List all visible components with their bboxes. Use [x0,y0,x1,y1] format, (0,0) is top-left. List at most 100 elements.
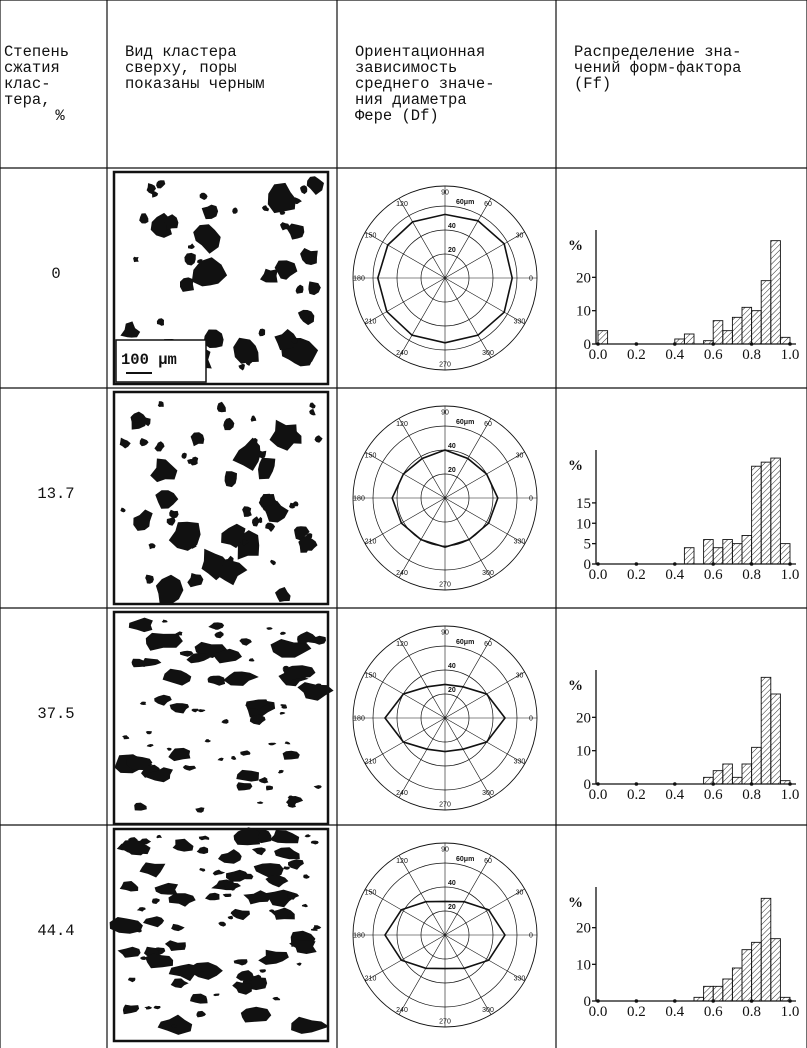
pore [242,506,252,517]
pore [277,769,284,774]
pore [270,639,312,658]
pore [227,915,234,920]
pore [148,543,156,550]
histogram-bar [731,776,743,785]
pore [283,866,290,870]
pore [308,281,321,296]
header-text: Степень [4,43,69,61]
pore [186,652,210,664]
polar-spoke [444,497,492,578]
polar-angle-label: 0 [529,276,533,283]
pore [295,284,304,294]
polar-angle-label: 90 [441,847,449,854]
polar-angle-label: 180 [353,496,365,503]
y-tick-label: 10 [576,957,591,973]
pore [242,539,249,546]
pore [181,452,187,459]
pore [231,755,237,760]
pore [258,949,289,965]
pore [311,928,318,931]
polar-angle-label: 180 [353,933,365,940]
polar-curve [391,449,499,549]
y-tick-label: 5 [584,537,592,553]
pore [287,913,295,918]
x-tick-label: 0.0 [589,567,608,583]
polar-curve [376,213,514,344]
pore [217,401,226,413]
polar-curve [384,900,506,970]
pore [291,1016,330,1034]
pore [266,627,273,630]
histogram-bar [703,776,714,785]
pore [128,617,153,633]
y-tick-label: 10 [576,744,591,760]
polar-angle-label: 120 [396,641,408,648]
pore [196,846,209,854]
histogram-bar [741,306,753,345]
histogram-bar [741,949,753,1002]
polar-spoke [365,888,446,936]
x-tick [673,562,677,566]
histogram-bar [712,985,724,1002]
pore [239,638,252,646]
pore [145,731,152,735]
polar-spoke [444,717,525,765]
pore [133,509,153,531]
pore [145,574,154,584]
pore [187,573,204,588]
histogram-bar [770,240,781,345]
header-text: тера, [4,91,51,109]
pore [195,807,205,813]
pore [139,701,147,705]
histogram-bar [703,539,714,565]
header-text: клас- [4,75,51,93]
y-tick-label: 20 [576,710,591,726]
header-text: показаны черным [125,75,265,93]
pore [230,908,250,921]
histogram-bar [683,547,695,565]
pore [301,903,308,908]
pore [168,893,196,907]
polar-r-label: 40 [448,880,456,887]
pore [279,712,286,715]
x-tick [634,999,639,1003]
y-tick-label: 0 [584,994,592,1010]
histogram-bar [779,543,791,565]
pore [258,457,276,480]
pore [140,956,147,960]
pore [232,981,252,995]
pore [199,868,206,872]
pore [270,559,276,566]
pore [282,665,316,681]
pore [300,185,308,195]
pore [257,801,264,804]
pore [153,1005,161,1010]
compression-value: 13.7 [37,485,74,503]
polar-angle-label: 240 [396,350,408,357]
polar-angle-label: 180 [353,276,365,283]
polar-angle-label: 210 [365,759,377,766]
pore [168,963,205,982]
polar-angle-label: 120 [396,858,408,865]
histogram-bar [597,330,609,345]
pore [259,777,269,784]
pore [168,521,201,551]
pore [157,401,164,407]
pore [312,925,322,930]
header-text: (Ff) [574,75,611,93]
polar-spoke [365,671,446,719]
polar-spoke [365,231,446,279]
x-tick-label: 1.0 [781,1004,800,1020]
pore [289,939,317,954]
histogram-bar [731,316,743,345]
x-tick-label: 0.6 [704,787,723,803]
header-text: Распределение зна- [574,43,741,61]
histogram-bar [712,770,724,785]
x-tick-label: 0.4 [665,347,684,363]
pore [207,675,226,686]
polar-curve [383,683,507,753]
polar-angle-label: 330 [514,759,526,766]
pore [300,248,318,265]
histogram-bar [760,897,772,1002]
